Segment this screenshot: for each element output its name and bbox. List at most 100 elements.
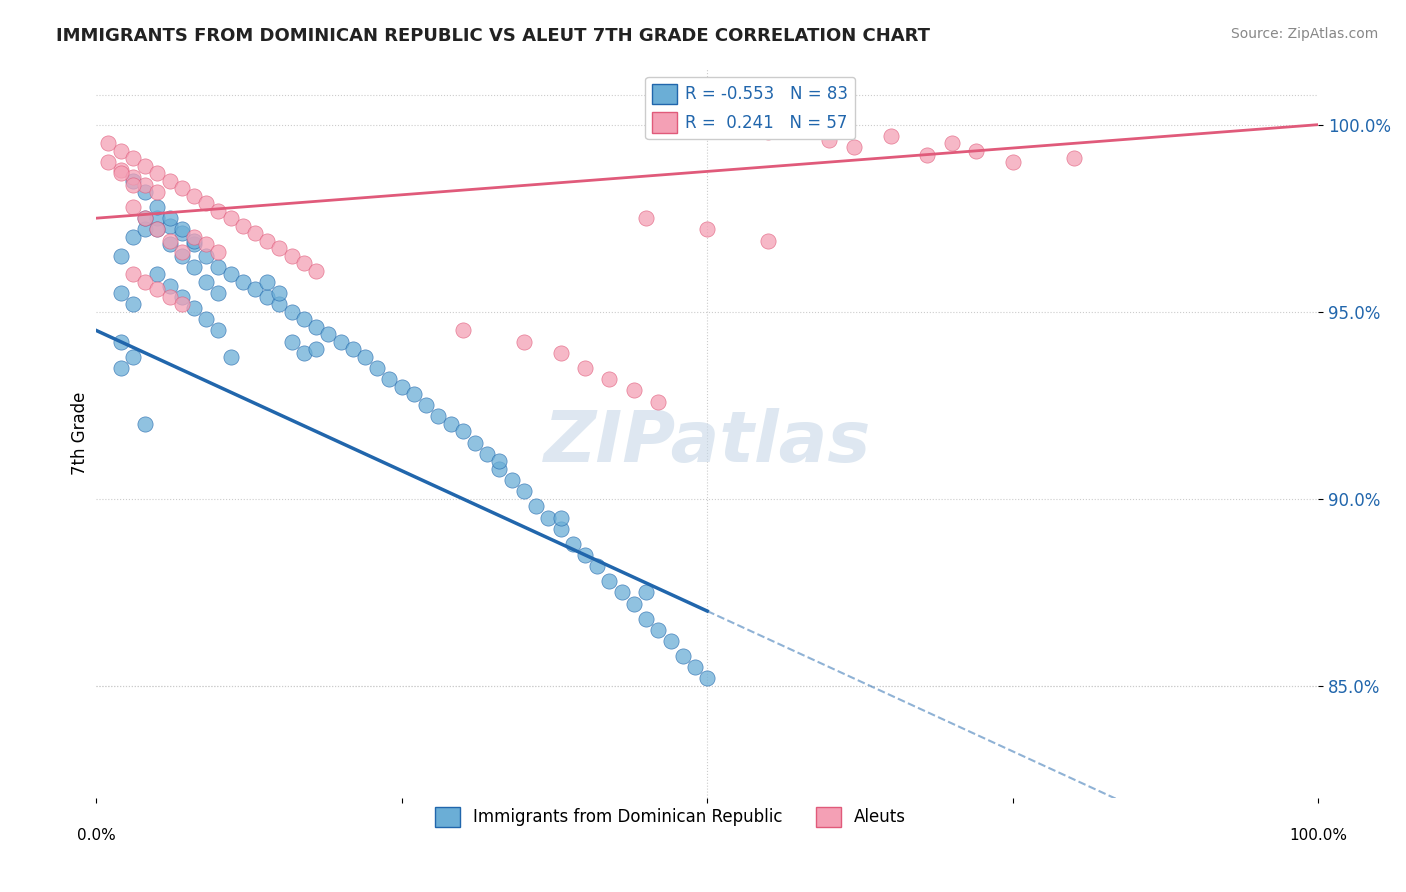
Point [672,648,695,663]
Point [477,447,499,461]
Point [269,285,291,300]
Point [598,372,620,386]
Point [636,611,658,625]
Point [146,222,169,236]
Point [439,417,461,431]
Point [915,147,938,161]
Point [501,473,523,487]
Point [610,585,633,599]
Point [269,297,291,311]
Point [513,334,536,349]
Text: IMMIGRANTS FROM DOMINICAN REPUBLIC VS ALEUT 7TH GRADE CORRELATION CHART: IMMIGRANTS FROM DOMINICAN REPUBLIC VS AL… [56,27,931,45]
Point [756,234,779,248]
Point [134,185,156,199]
Point [524,500,547,514]
Point [110,360,132,375]
Point [183,188,205,202]
Point [647,623,669,637]
Point [292,256,315,270]
Point [146,185,169,199]
Point [170,181,193,195]
Point [292,346,315,360]
Point [232,219,254,233]
Point [464,435,486,450]
Point [159,219,181,233]
Point [183,301,205,315]
Point [842,140,865,154]
Point [195,312,218,326]
Point [170,249,193,263]
Point [110,144,132,158]
Point [195,249,218,263]
Point [488,454,510,468]
Point [280,304,302,318]
Point [121,169,143,184]
Point [183,234,205,248]
Point [623,384,645,398]
Point [561,537,583,551]
Point [134,222,156,236]
Point [207,244,229,259]
Point [586,559,609,574]
Point [134,178,156,192]
Point [318,327,340,342]
Point [659,634,682,648]
Text: 100.0%: 100.0% [1289,828,1347,843]
Point [121,178,143,192]
Point [207,260,229,274]
Point [574,360,596,375]
Point [121,268,143,282]
Point [537,510,560,524]
Point [513,484,536,499]
Point [146,282,169,296]
Point [195,237,218,252]
Point [965,144,987,158]
Point [110,166,132,180]
Point [170,297,193,311]
Point [97,155,120,169]
Point [134,417,156,431]
Point [292,312,315,326]
Point [159,290,181,304]
Point [121,230,143,244]
Point [207,323,229,337]
Point [121,350,143,364]
Point [110,285,132,300]
Point [354,350,377,364]
Point [941,136,963,151]
Point [696,672,718,686]
Point [366,360,388,375]
Point [696,222,718,236]
Point [183,260,205,274]
Point [146,211,169,226]
Point [110,249,132,263]
Point [219,211,242,226]
Point [146,222,169,236]
Point [183,237,205,252]
Point [256,275,278,289]
Point [305,342,328,356]
Point [170,226,193,240]
Point [159,174,181,188]
Point [121,200,143,214]
Text: ZIPatlas: ZIPatlas [544,409,870,477]
Legend: Immigrants from Dominican Republic, Aleuts: Immigrants from Dominican Republic, Aleu… [429,800,912,834]
Point [598,574,620,588]
Point [170,290,193,304]
Point [110,162,132,177]
Point [329,334,352,349]
Point [256,234,278,248]
Point [243,282,266,296]
Point [219,268,242,282]
Point [195,275,218,289]
Point [269,241,291,255]
Point [427,409,450,424]
Y-axis label: 7th Grade: 7th Grade [72,392,89,475]
Point [636,211,658,226]
Point [451,425,474,439]
Point [159,237,181,252]
Text: Source: ZipAtlas.com: Source: ZipAtlas.com [1230,27,1378,41]
Point [378,372,401,386]
Point [647,394,669,409]
Point [121,151,143,165]
